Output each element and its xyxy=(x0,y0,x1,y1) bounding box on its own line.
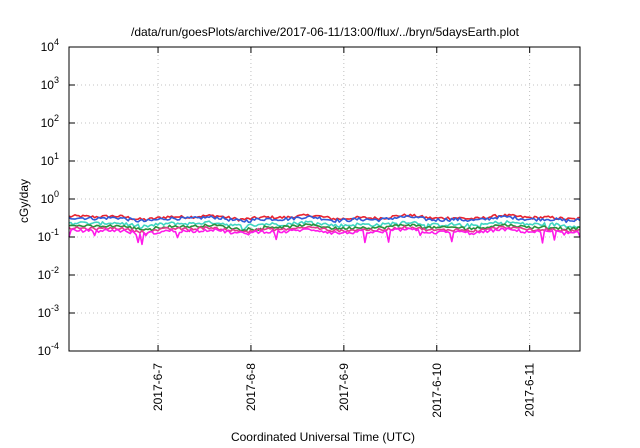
x-tick-label: 2017-6-9 xyxy=(337,363,351,411)
x-tick-label: 2017-6-8 xyxy=(244,363,258,411)
series-line-2 xyxy=(68,214,581,224)
y-axis-label: cGy/day xyxy=(17,179,31,223)
y-axis: 10-4 10-3 10-2 10-1 100 101 102 103 104 xyxy=(38,37,580,358)
series-line-3 xyxy=(68,220,581,232)
y-tick-label: 10-1 xyxy=(38,227,59,244)
series-line-4 xyxy=(68,223,581,232)
series-line-5 xyxy=(68,225,581,236)
x-tick-label: 2017-6-10 xyxy=(430,363,444,418)
y-tick-label: 104 xyxy=(41,37,59,54)
x-axis-label: Coordinated Universal Time (UTC) xyxy=(231,430,415,444)
y-tick-label: 10-3 xyxy=(38,303,59,320)
y-tick-label: 10-2 xyxy=(38,265,59,282)
x-tick-label: 2017-6-11 xyxy=(523,363,537,417)
x-axis: 2017-6-7 2017-6-8 2017-6-9 2017-6-10 2017-6-… xyxy=(151,47,537,418)
grid xyxy=(69,47,580,351)
y-tick-label: 100 xyxy=(41,189,59,206)
y-tick-label: 103 xyxy=(41,75,59,92)
x-tick-label: 2017-6-7 xyxy=(151,363,165,411)
series-lines xyxy=(68,213,581,246)
series-line-6 xyxy=(68,227,581,246)
chart-title: /data/run/goesPlots/archive/2017-06-11/1… xyxy=(131,25,520,39)
y-tick-label: 10-4 xyxy=(38,341,59,358)
y-tick-label: 102 xyxy=(41,113,59,130)
y-tick-label: 101 xyxy=(41,151,59,168)
